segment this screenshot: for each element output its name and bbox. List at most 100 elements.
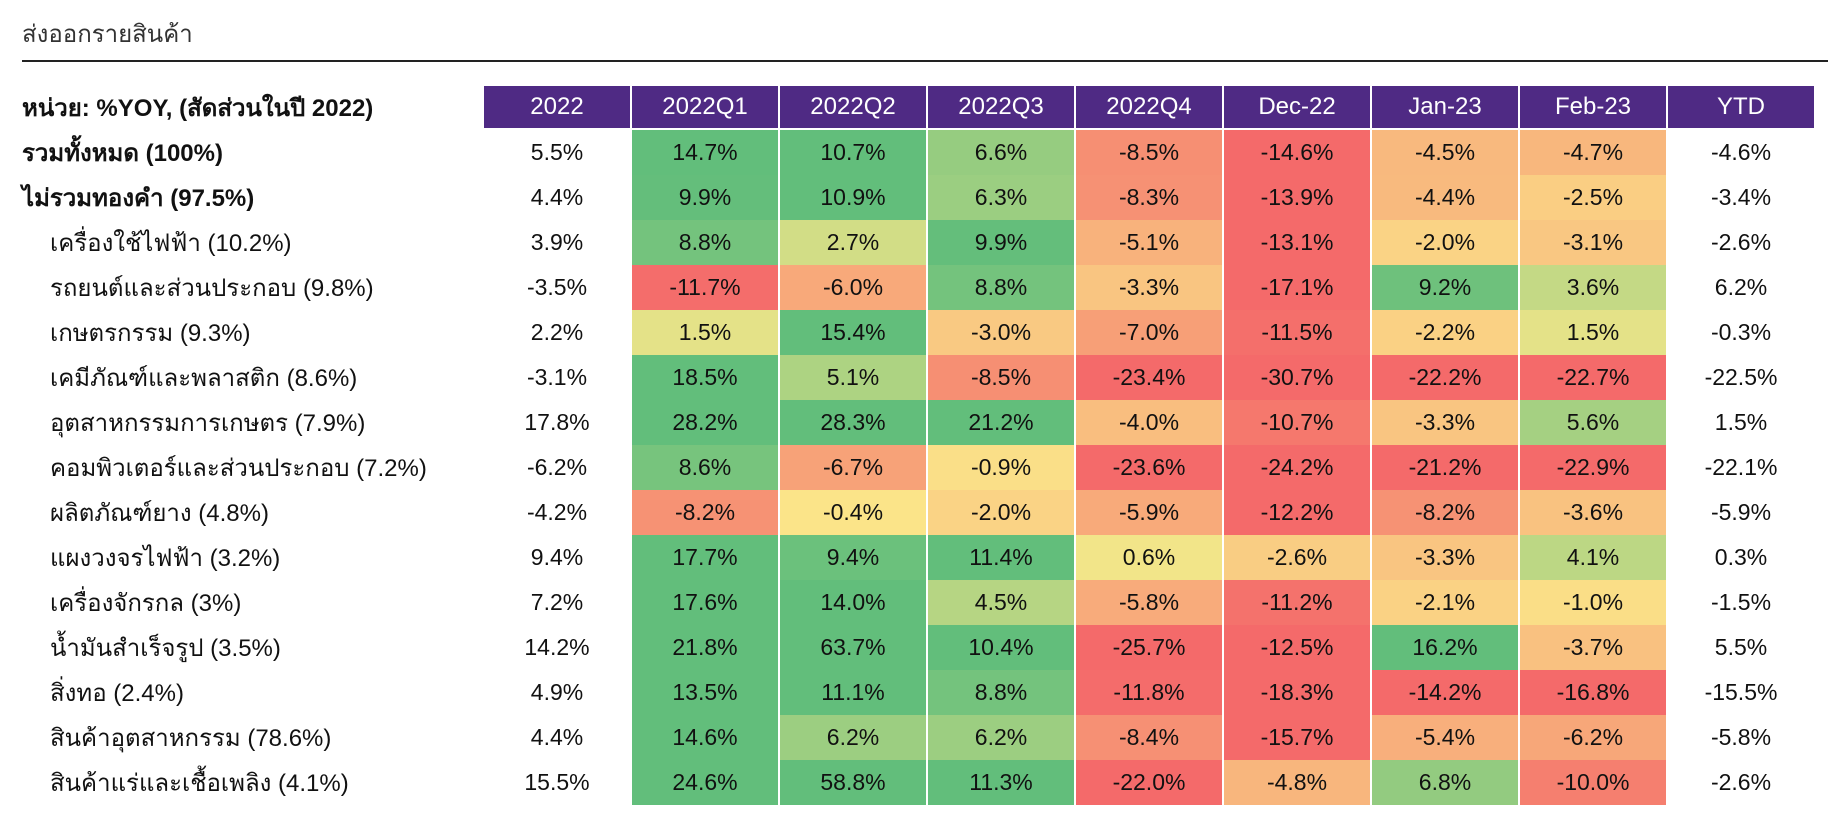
heatmap-cell: -8.5% — [1076, 130, 1222, 175]
heatmap-cell: -25.7% — [1076, 625, 1222, 670]
heatmap-cell: -17.1% — [1224, 265, 1370, 310]
heatmap-cell: -22.1% — [1704, 454, 1778, 480]
heatmap-cell: -11.2% — [1224, 580, 1370, 625]
heatmap-cell: -3.7% — [1520, 625, 1666, 670]
heatmap-cell: 6.2% — [928, 715, 1074, 760]
heatmap-cell: -4.7% — [1520, 130, 1666, 175]
heatmap-cell: 18.5% — [632, 355, 778, 400]
heatmap-cell: 28.3% — [780, 400, 926, 445]
row-label: ผลิตภัณฑ์ยาง (4.8%) — [50, 499, 269, 527]
heatmap-cell: 5.5% — [1714, 634, 1768, 660]
heatmap-cell: 58.8% — [780, 760, 926, 805]
row-label: สิ่งทอ (2.4%) — [50, 679, 184, 707]
heatmap-cell: 24.6% — [632, 760, 778, 805]
row-label: เครื่องจักรกล (3%) — [50, 589, 242, 617]
heatmap-cell: -12.5% — [1224, 625, 1370, 670]
heatmap-cell: -24.2% — [1224, 445, 1370, 490]
heatmap-cell: -11.8% — [1076, 670, 1222, 715]
heatmap-cell: -3.0% — [928, 310, 1074, 355]
heatmap-cell: 4.4% — [530, 724, 584, 750]
heatmap-cell: 8.8% — [632, 220, 778, 265]
heatmap-cell: -8.2% — [632, 490, 778, 535]
heatmap-cell: 5.5% — [530, 139, 584, 165]
heatmap-cell: 4.1% — [1520, 535, 1666, 580]
heatmap-cell: -6.7% — [780, 445, 926, 490]
heatmap-cell: -0.3% — [1710, 319, 1772, 345]
heatmap-cell: 2.7% — [780, 220, 926, 265]
heatmap-cell: -2.1% — [1372, 580, 1518, 625]
row-label: เกษตรกรรม (9.3%) — [50, 319, 251, 347]
heatmap-cell: -14.6% — [1224, 130, 1370, 175]
heatmap-cell: -5.9% — [1710, 499, 1772, 525]
heatmap-cell: 0.6% — [1076, 535, 1222, 580]
heatmap-cell: 1.5% — [1520, 310, 1666, 355]
heatmap-cell: -21.2% — [1372, 445, 1518, 490]
heatmap-cell: -11.5% — [1224, 310, 1370, 355]
heatmap-cell: -2.2% — [1372, 310, 1518, 355]
heatmap-cell: 0.3% — [1714, 544, 1768, 570]
heatmap-cell: -10.0% — [1520, 760, 1666, 805]
row-label: สินค้าอุตสาหกรรม (78.6%) — [50, 724, 332, 752]
heatmap-cell: -6.2% — [1520, 715, 1666, 760]
heatmap-cell: -4.6% — [1710, 139, 1772, 165]
heatmap-cell: -1.5% — [1710, 589, 1772, 615]
column-header: 2022Q2 — [780, 86, 926, 128]
heatmap-cell: 9.4% — [530, 544, 584, 570]
heatmap-cell: 8.8% — [928, 670, 1074, 715]
row-label: ไม่รวมทองคำ (97.5%) — [22, 184, 255, 212]
heatmap-cell: 10.9% — [780, 175, 926, 220]
heatmap-cell: 5.6% — [1520, 400, 1666, 445]
heatmap-cell: -22.5% — [1704, 364, 1778, 390]
heatmap-cell: -8.4% — [1076, 715, 1222, 760]
heatmap-cell: -0.9% — [928, 445, 1074, 490]
heatmap-cell: 11.4% — [928, 535, 1074, 580]
heatmap-cell: 17.8% — [524, 409, 590, 435]
column-header: Feb-23 — [1520, 86, 1666, 128]
heatmap-cell: -2.0% — [928, 490, 1074, 535]
heatmap-cell: 14.6% — [632, 715, 778, 760]
heatmap-cell: 10.4% — [928, 625, 1074, 670]
heatmap-cell: 1.5% — [632, 310, 778, 355]
heatmap-cell: -16.8% — [1520, 670, 1666, 715]
heatmap-cell: 6.6% — [928, 130, 1074, 175]
heatmap-cell: -22.0% — [1076, 760, 1222, 805]
heatmap-cell: -8.5% — [928, 355, 1074, 400]
heatmap-cell: -3.6% — [1520, 490, 1666, 535]
heatmap-cell: 15.5% — [524, 769, 590, 795]
heatmap-cell: -6.0% — [780, 265, 926, 310]
unit-label: หน่วย: %YOY, (สัดส่วนในปี 2022) — [22, 95, 374, 122]
column-header: 2022 — [484, 86, 630, 128]
heatmap-cell: 9.2% — [1372, 265, 1518, 310]
heatmap-cell: -8.2% — [1372, 490, 1518, 535]
heatmap-cell: -3.3% — [1372, 400, 1518, 445]
heatmap-cell: -23.4% — [1076, 355, 1222, 400]
heatmap-cell: -4.2% — [526, 499, 588, 525]
heatmap-cell: -30.7% — [1224, 355, 1370, 400]
heatmap-cell: -1.0% — [1520, 580, 1666, 625]
page-title: ส่งออกรายสินค้า — [22, 21, 193, 48]
row-label: น้ำมันสำเร็จรูป (3.5%) — [50, 634, 281, 662]
heatmap-cell: 21.8% — [632, 625, 778, 670]
column-header: Jan-23 — [1372, 86, 1518, 128]
heatmap-cell: -3.4% — [1710, 184, 1772, 210]
heatmap-cell: -22.7% — [1520, 355, 1666, 400]
heatmap-cell: -13.9% — [1224, 175, 1370, 220]
heatmap-cell: 6.3% — [928, 175, 1074, 220]
heatmap-cell: 7.2% — [530, 589, 584, 615]
heatmap-cell: 63.7% — [780, 625, 926, 670]
heatmap-cell: -4.0% — [1076, 400, 1222, 445]
heatmap-cell: -6.2% — [526, 454, 588, 480]
heatmap-cell: 14.0% — [780, 580, 926, 625]
heatmap-cell: -3.5% — [526, 274, 588, 300]
heatmap-cell: -8.3% — [1076, 175, 1222, 220]
heatmap-cell: -3.3% — [1372, 535, 1518, 580]
column-header: 2022Q4 — [1076, 86, 1222, 128]
row-label: สินค้าแร่และเชื้อเพลิง (4.1%) — [50, 769, 349, 797]
heatmap-cell: 4.4% — [530, 184, 584, 210]
heatmap-cell: -14.2% — [1372, 670, 1518, 715]
heatmap-cell: -2.6% — [1710, 769, 1772, 795]
heatmap-cell: 2.2% — [530, 319, 584, 345]
heatmap-cell: 11.3% — [928, 760, 1074, 805]
heatmap-cell: -22.2% — [1372, 355, 1518, 400]
